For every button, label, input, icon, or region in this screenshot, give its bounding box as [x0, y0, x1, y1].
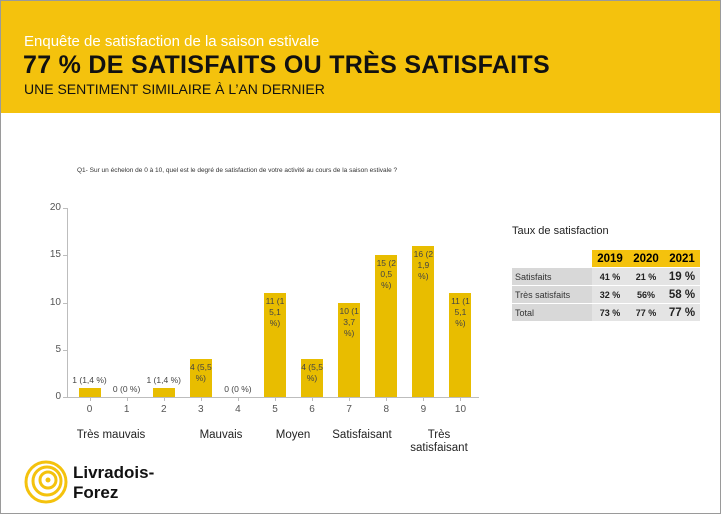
value-label: 1 (1,4 %) — [146, 374, 181, 385]
y-axis — [67, 208, 68, 397]
year-header: 2019 — [592, 250, 628, 267]
x-tick-label: 5 — [272, 404, 278, 415]
y-tick-label: 5 — [55, 343, 61, 355]
x-axis — [67, 397, 479, 398]
x-tick-mark — [349, 397, 351, 401]
year-header: 2021 — [664, 250, 700, 267]
group-label: Moyen — [275, 429, 311, 441]
bar — [338, 302, 361, 397]
row-label: Très satisfaits — [512, 286, 592, 303]
row-label: Total — [512, 304, 592, 321]
cell: 58 % — [664, 286, 700, 303]
table-row: Satisfaits 41 % 21 % 19 % — [512, 268, 700, 285]
x-tick-mark — [163, 397, 165, 401]
cell: 77 % — [664, 304, 700, 321]
y-tick-mark — [63, 349, 67, 351]
bar — [264, 293, 286, 397]
table-title: Taux de satisfaction — [512, 225, 609, 237]
table-row: Très satisfaits 32 % 56% 58 % — [512, 286, 700, 303]
cell: 19 % — [664, 268, 700, 285]
y-tick-mark — [63, 255, 67, 257]
cell: 21 % — [628, 268, 664, 285]
x-tick-label: 8 — [383, 404, 390, 415]
x-tick-mark — [460, 397, 462, 401]
x-tick-mark — [237, 397, 239, 401]
bar — [449, 293, 472, 397]
bar — [78, 387, 101, 397]
value-label: 0 (0 %) — [224, 384, 252, 394]
group-label: Satisfaisant — [332, 429, 392, 441]
value-label: 11 (15,1 %) — [265, 296, 285, 329]
x-tick-mark — [423, 397, 425, 401]
y-tick-label: 10 — [49, 296, 61, 308]
group-label: Mauvais — [199, 429, 243, 441]
x-tick-label: 10 — [454, 404, 467, 415]
y-tick-mark — [63, 208, 67, 209]
bar — [189, 359, 212, 397]
bar — [301, 359, 324, 397]
y-tick-label: 0 — [55, 391, 61, 402]
header-title: 77 % DE SATISFAITS OU TRÈS SATISFAITS — [23, 51, 550, 79]
value-label: 4 (5,5 %) — [301, 362, 323, 384]
x-tick-label: 7 — [346, 404, 352, 415]
x-tick-label: 4 — [235, 404, 241, 415]
logo-text: Forez — [73, 483, 119, 502]
x-tick-label: 6 — [309, 404, 315, 415]
value-label: 15 (20,5 %) — [376, 258, 396, 291]
cell: 32 % — [592, 286, 628, 303]
y-tick-label: 15 — [49, 249, 61, 261]
logo-icon — [24, 460, 68, 504]
chart-title: Q1- Sur un échelon de 0 à 10, quel est l… — [77, 167, 398, 174]
value-label: 0 (0 %) — [112, 384, 141, 394]
bar — [412, 245, 435, 397]
bar — [152, 387, 175, 397]
cell: 56% — [628, 286, 664, 303]
group-label: Très satisfaisant — [410, 429, 468, 454]
y-tick-label: 20 — [49, 202, 61, 213]
value-label: 1 (1,4 %) — [72, 374, 107, 385]
cell: 41 % — [592, 268, 628, 285]
x-tick-mark — [312, 397, 314, 401]
bar — [375, 255, 398, 397]
value-label: 11 (15,1 %) — [451, 296, 470, 329]
empty-cell — [512, 250, 592, 267]
value-label: 10 (13,7 %) — [339, 305, 359, 338]
cell: 73 % — [592, 304, 628, 321]
x-tick-label: 2 — [160, 404, 167, 415]
x-tick-mark — [275, 397, 276, 401]
cell: 77 % — [628, 304, 664, 321]
x-tick-mark — [386, 397, 388, 401]
year-header: 2020 — [628, 250, 664, 267]
value-label: 4 (5,5 %) — [189, 362, 212, 384]
x-tick-mark — [200, 397, 202, 401]
x-tick-label: 1 — [123, 404, 130, 415]
header-band: Enquête de satisfaction de la saison est… — [1, 1, 720, 113]
group-label: Très mauvais — [76, 429, 146, 441]
header-kicker: Enquête de satisfaction de la saison est… — [24, 33, 320, 50]
x-tick-label: 9 — [420, 404, 427, 415]
x-tick-mark — [126, 397, 128, 401]
y-tick-mark — [63, 397, 67, 398]
y-tick-mark — [63, 302, 67, 304]
x-tick-label: 0 — [86, 404, 93, 415]
table-header-row: 2019 2020 2021 — [512, 250, 700, 267]
logo-text: Livradois- — [73, 463, 155, 482]
table-row: Total 73 % 77 % 77 % — [512, 304, 700, 321]
row-label: Satisfaits — [512, 268, 592, 285]
satisfaction-table: 2019 2020 2021 Satisfaits 41 % 21 % 19 %… — [512, 249, 700, 322]
header-subtitle: UNE SENTIMENT SIMILAIRE À L’AN DERNIER — [24, 81, 325, 97]
x-tick-mark — [89, 397, 91, 401]
value-label: 16 (21,9 %) — [413, 248, 434, 281]
x-tick-label: 3 — [198, 404, 204, 415]
